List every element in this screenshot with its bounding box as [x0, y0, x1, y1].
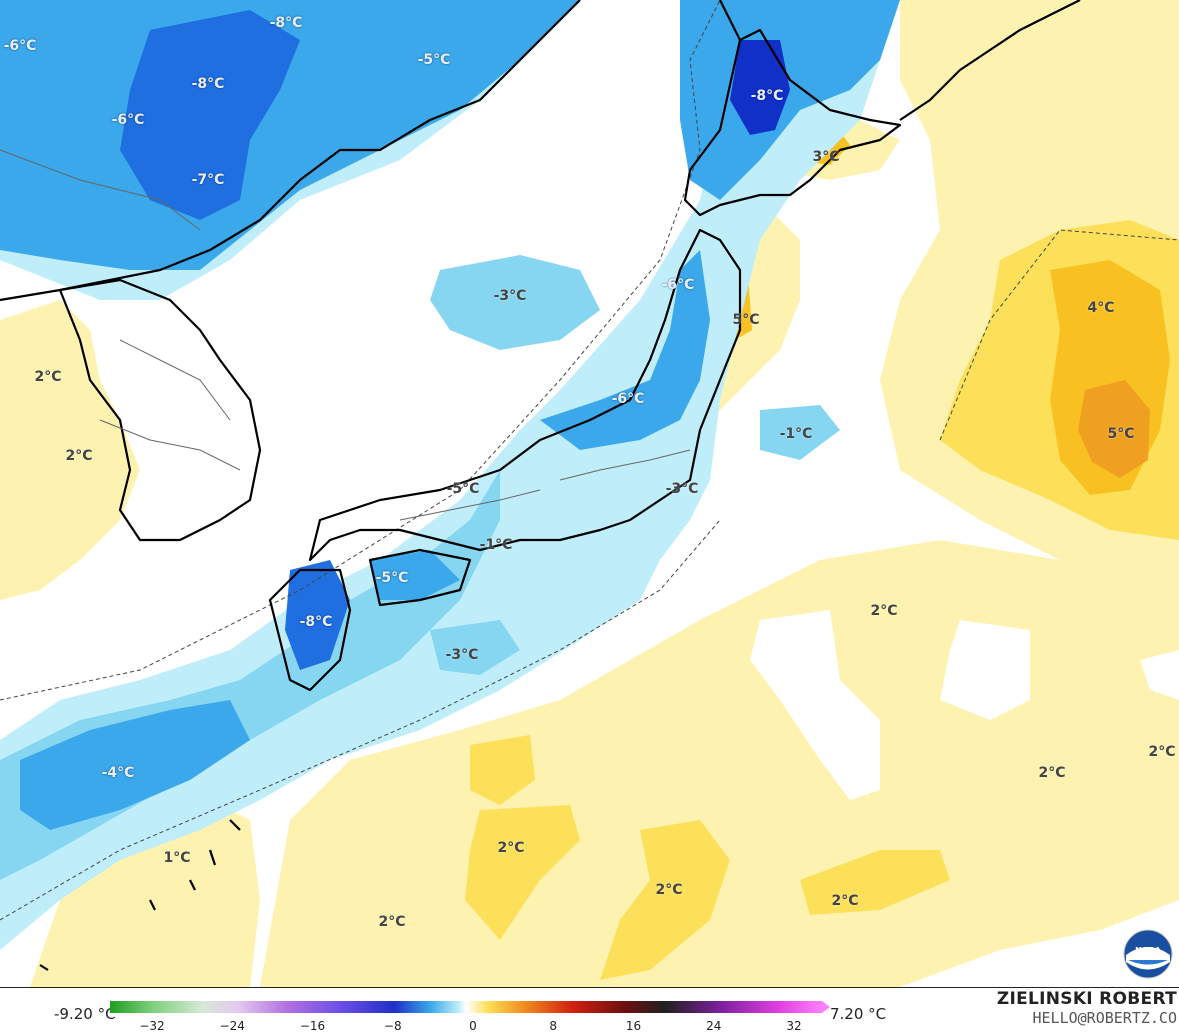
contour-value-label: 2°C [831, 893, 859, 909]
temperature-anomaly-map: -6°C -8°C -5°C -8°C -6°C -7°C -8°C 3°C -6°C 5°C -3… [0, 0, 1179, 988]
coast-sakhalin [719, 0, 741, 41]
cold-region-shikoku [370, 550, 460, 600]
contour-value-label: -8°C [299, 614, 333, 630]
cold-region-kyushu [285, 560, 350, 670]
coast-honshu [308, 228, 742, 562]
contour-value-label: 5°C [732, 312, 760, 328]
cold-region-hokkaido-extreme [730, 40, 790, 135]
contour-value-label: 2°C [34, 369, 62, 385]
cold-region-south-shikoku [430, 620, 520, 675]
contour-value-label: -5°C [446, 481, 480, 497]
contour-value-label: -6°C [661, 277, 695, 293]
contour-value-label: -6°C [111, 112, 145, 128]
contour-value-label: 2°C [1148, 744, 1176, 760]
dashed-contours [0, 0, 1179, 921]
contour-value-label: -6°C [3, 38, 37, 54]
contour-value-label: -7°C [191, 172, 225, 188]
colorbar-tick-label: −16 [299, 1019, 326, 1033]
coast-shikoku [368, 548, 472, 607]
contour-value-label: -4°C [101, 765, 135, 781]
warm-patch-1 [470, 735, 535, 805]
max-value-label: 7.20 °C [830, 1005, 887, 1023]
cold-region-east-small [760, 405, 840, 460]
noaa-logo: NOAA [1123, 929, 1173, 979]
contour-value-label: 3°C [812, 149, 840, 165]
coastlines [0, 0, 1081, 971]
coast-hokkaido [683, 28, 902, 217]
neutral-region-3 [1140, 650, 1179, 700]
admin-borders [0, 149, 691, 521]
neutral-region-1 [750, 610, 880, 800]
contour-value-label: 2°C [65, 448, 93, 464]
contour-value-label: -8°C [750, 88, 784, 104]
coast-mainland [0, 0, 581, 302]
coast-ryukyu [39, 819, 241, 971]
cold-region-sea-japan [430, 255, 600, 350]
colorbar-tick-label: −24 [219, 1019, 245, 1033]
cold-region-honshu-west [540, 250, 710, 450]
contour-value-label: -8°C [269, 15, 303, 31]
cold-region-deep-sw [20, 700, 250, 830]
neutral-region-2 [940, 620, 1030, 720]
contour-value-label: 2°C [378, 914, 406, 930]
colorbar-tick-label: 24 [706, 1019, 722, 1033]
warm-region-korea [0, 300, 140, 600]
warm-region-southwest [30, 800, 260, 987]
contour-value-label: 2°C [497, 840, 525, 856]
warm-patch-2 [465, 805, 580, 940]
author-credit: ZIELINSKI ROBERT [996, 989, 1177, 1009]
contour-value-label: -3°C [665, 481, 699, 497]
colorbar-gradient [110, 1001, 830, 1013]
colorbar-tick-label: 16 [625, 1019, 642, 1033]
contour-value-label: -3°C [493, 288, 527, 304]
noaa-logo-text: NOAA [1135, 946, 1161, 955]
warm-max-pacific [1078, 380, 1150, 478]
contour-value-label: -5°C [417, 52, 451, 68]
coast-kuril [899, 0, 1081, 121]
colorbar-tick-label: 32 [786, 1019, 802, 1033]
warm-patch-4 [800, 850, 950, 915]
contour-value-label: 2°C [655, 882, 683, 898]
coast-kyushu [268, 568, 352, 692]
warm-patch-3 [600, 820, 730, 980]
map-canvas [0, 0, 1179, 987]
contour-value-label: 4°C [1087, 300, 1115, 316]
contour-value-label: 2°C [870, 603, 898, 619]
colorbar-tick-label: −32 [139, 1019, 165, 1033]
contour-value-label: -5°C [375, 570, 409, 586]
contour-value-label: -1°C [479, 537, 513, 553]
contour-value-label: 1°C [163, 850, 191, 866]
contour-value-label: -3°C [445, 647, 479, 663]
cold-region-manchuria-strong [120, 10, 300, 220]
contour-value-label: -1°C [779, 426, 813, 442]
coast-korea [58, 278, 262, 542]
min-value-label: -9.20 °C [54, 1005, 116, 1023]
contour-value-label: 2°C [1038, 765, 1066, 781]
contour-value-label: 5°C [1107, 426, 1135, 442]
contour-value-label: -8°C [191, 76, 225, 92]
cold-region-sakhalin [680, 0, 900, 200]
author-email[interactable]: HELLO@ROBERTZ.CO [1032, 1009, 1178, 1027]
colorbar-tick-label: 8 [549, 1019, 558, 1033]
colorbar-tick-label: −8 [383, 1019, 402, 1033]
colorbar-tick-label: 0 [469, 1019, 477, 1033]
contour-value-label: -6°C [611, 391, 645, 407]
colorbar [110, 1000, 830, 1014]
